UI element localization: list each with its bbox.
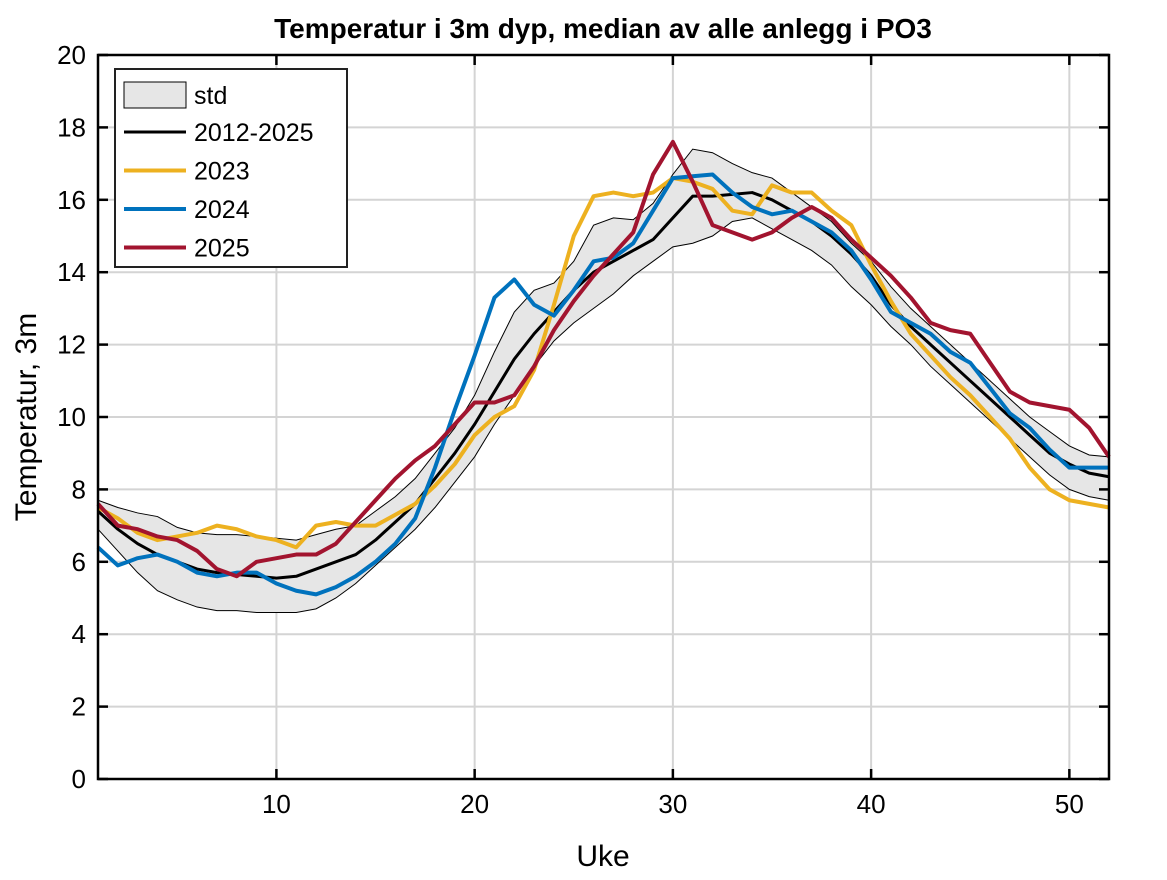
series-lines: [96, 139, 1111, 597]
y-tick-label: 6: [72, 547, 86, 577]
y-tick-label: 2: [72, 692, 86, 722]
y-tick-label: 18: [57, 112, 86, 142]
legend-label-2023: 2023: [194, 158, 250, 186]
legend-label-2024: 2024: [194, 196, 250, 224]
x-tick-label: 30: [658, 789, 687, 819]
grid: [98, 55, 1109, 779]
x-tick-label: 40: [857, 789, 886, 819]
y-tick-label: 12: [57, 330, 86, 360]
chart-title: Temperatur i 3m dyp, median av alle anle…: [274, 13, 932, 44]
y-tick-label: 14: [57, 257, 86, 287]
legend-label-2025: 2025: [194, 235, 250, 263]
series-line-2023: [97, 176, 1110, 550]
x-axis-label: Uke: [576, 840, 629, 873]
axis-ticks: 10 20 30 40 50 0 2 4 6 8 10 12 14 16 18 20: [57, 40, 1109, 819]
x-tick-label: 10: [262, 789, 291, 819]
legend: std 2012-2025 2023 2024 2025: [114, 68, 348, 268]
legend-label-std: std: [194, 82, 227, 110]
y-tick-label: 8: [72, 474, 86, 504]
y-tick-label: 16: [57, 185, 86, 215]
series-line-2025: [96, 139, 1111, 579]
x-tick-label: 20: [460, 789, 489, 819]
y-tick-label: 10: [57, 402, 86, 432]
legend-swatch-std: [123, 81, 187, 109]
legend-label-2012-2025: 2012-2025: [194, 119, 314, 147]
y-axis-label: Temperatur, 3m: [10, 313, 43, 521]
y-tick-label: 0: [72, 764, 86, 794]
series-line-2024: [96, 172, 1109, 597]
y-tick-label: 20: [57, 40, 86, 70]
x-tick-label: 50: [1055, 789, 1084, 819]
y-tick-label: 4: [72, 619, 86, 649]
